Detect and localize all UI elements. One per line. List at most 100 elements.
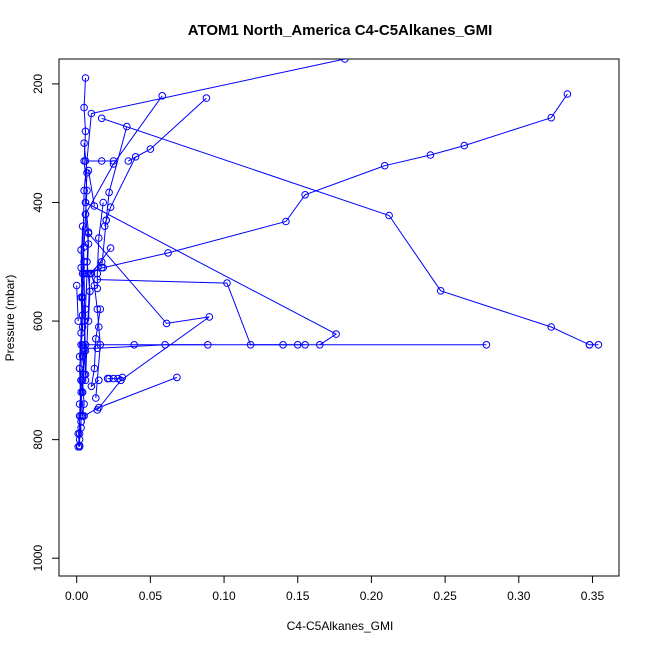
data-point <box>106 203 115 211</box>
x-tick-label: 0.15 <box>286 589 310 603</box>
series-group <box>72 59 603 451</box>
profile-line <box>80 59 346 345</box>
data-point <box>385 211 393 220</box>
data-point <box>80 344 88 353</box>
data-point <box>90 364 99 373</box>
data-point <box>87 109 96 118</box>
data-point <box>78 352 87 361</box>
data-point <box>92 394 100 402</box>
data-point <box>78 341 87 349</box>
data-point <box>105 188 113 197</box>
data-point <box>80 186 88 195</box>
data-point <box>97 114 106 123</box>
data-point <box>81 210 90 219</box>
data-point <box>80 139 88 147</box>
data-point <box>97 258 106 266</box>
data-point <box>162 319 171 328</box>
data-point <box>83 169 91 177</box>
profile-line <box>101 156 137 268</box>
data-point <box>103 374 112 383</box>
plot-area <box>72 59 603 451</box>
data-point <box>87 269 96 278</box>
data-point <box>202 94 211 102</box>
y-axis: 200 400 600 800 1000 <box>31 74 59 572</box>
y-tick-label: 400 <box>31 192 45 212</box>
data-point <box>436 287 445 295</box>
data-point <box>74 443 82 451</box>
data-point <box>106 244 115 252</box>
data-point <box>109 374 118 383</box>
data-point <box>585 341 594 349</box>
data-point <box>482 341 491 349</box>
data-point <box>594 341 603 349</box>
profile-line <box>88 170 95 207</box>
data-point <box>80 103 88 112</box>
data-point <box>95 234 103 242</box>
data-point <box>164 249 172 257</box>
data-point <box>114 374 122 383</box>
data-point <box>460 141 469 150</box>
data-point <box>96 341 105 349</box>
data-point <box>99 198 107 207</box>
data-point <box>77 388 85 397</box>
data-point <box>118 373 127 382</box>
data-point <box>93 269 102 278</box>
profile-line <box>84 344 208 349</box>
data-point <box>380 161 389 170</box>
data-point <box>81 376 90 385</box>
y-tick-label: 800 <box>31 429 45 449</box>
x-tick-label: 0.30 <box>507 589 531 603</box>
profile-line <box>80 344 86 416</box>
data-point <box>78 311 87 319</box>
x-tick-label: 0.20 <box>360 589 384 603</box>
data-point <box>547 323 556 331</box>
x-axis-label: C4-C5Alkanes_GMI <box>287 619 394 633</box>
profile-line <box>83 95 163 247</box>
data-point <box>124 157 133 165</box>
data-point <box>77 424 85 432</box>
data-point <box>102 216 110 225</box>
profile-line <box>77 368 84 447</box>
x-tick-label: 0.05 <box>139 589 163 603</box>
data-point <box>173 373 181 382</box>
x-tick-label: 0.35 <box>581 589 605 603</box>
data-point <box>78 222 87 230</box>
plot-frame <box>58 58 620 577</box>
data-point <box>97 263 106 272</box>
data-point <box>86 287 94 296</box>
profile-line <box>88 232 210 411</box>
x-tick-label: 0.25 <box>433 589 457 603</box>
data-point <box>81 74 90 82</box>
data-point <box>109 157 118 165</box>
data-point <box>301 191 309 199</box>
y-tick-label: 1000 <box>31 545 45 572</box>
data-point <box>547 113 556 122</box>
profile-line <box>76 285 79 322</box>
data-point <box>158 92 166 100</box>
data-point <box>146 145 155 153</box>
data-point <box>205 313 214 321</box>
data-point <box>93 275 102 284</box>
profile-line <box>83 376 178 417</box>
data-point <box>332 330 340 338</box>
data-point <box>81 198 90 207</box>
data-point <box>123 122 131 131</box>
profile-line <box>101 117 599 346</box>
data-point <box>223 279 231 287</box>
data-point <box>83 258 91 266</box>
data-point <box>75 435 84 444</box>
x-axis: 0.00 0.05 0.10 0.15 0.20 0.25 0.30 0.35 <box>65 576 604 603</box>
data-point <box>84 166 93 175</box>
data-point <box>75 364 84 373</box>
data-point <box>293 341 302 349</box>
data-point <box>93 305 102 314</box>
y-tick-label: 600 <box>31 311 45 331</box>
data-point <box>161 341 169 349</box>
chart-title: ATOM1 North_America C4-C5Alkanes_GMI <box>188 22 493 39</box>
data-point <box>204 341 212 349</box>
x-tick-label: 0.10 <box>212 589 236 603</box>
profile-line <box>83 143 91 322</box>
profile-line <box>85 202 338 346</box>
